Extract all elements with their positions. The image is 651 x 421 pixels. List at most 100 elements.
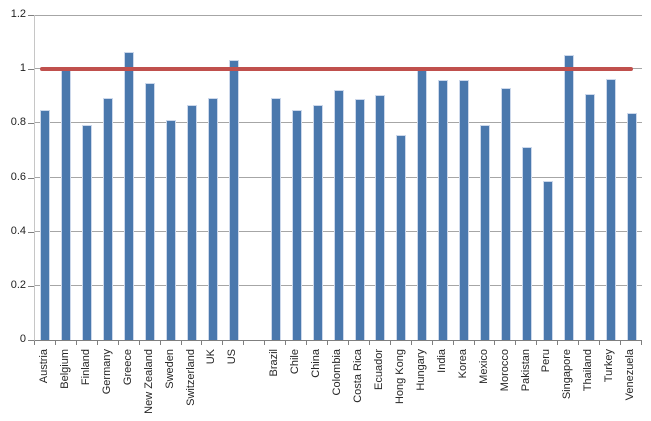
x-tick-label: US [226,349,239,365]
bar-uk [207,97,218,340]
x-tick-mark [473,341,475,345]
x-tick-label: Switzerland [184,349,197,406]
x-tick-mark [285,341,287,345]
x-label-cell: Peru [537,349,558,421]
x-label-cell: Brazil [264,349,285,421]
x-label-cell: Ecuador [369,349,390,421]
bar-turkey [605,79,616,340]
x-tick-mark [75,341,77,345]
x-label-cell: Thailand [578,349,599,421]
bar-thailand [584,93,595,340]
bar-china [312,104,323,340]
x-tick-label: Thailand [582,349,595,392]
bar-slot-korea [454,15,475,340]
y-tick-label: 0.6 [10,170,26,183]
bar-brazil [270,97,281,340]
x-tick-mark [431,341,433,345]
x-label-cell: Belgium [55,349,76,421]
y-tick-label: 0.8 [10,116,26,129]
x-tick-label: Costa Rica [352,349,365,403]
x-tick-mark [515,341,517,345]
x-tick-label: India [435,349,448,373]
x-label-cell: India [432,349,453,421]
x-tick-mark [117,341,119,345]
x-tick-label: Peru [540,349,553,373]
x-tick-label: Hungary [414,349,427,391]
bar-korea [459,80,470,340]
x-tick-label: Greece [121,349,134,386]
x-tick-mark [599,341,601,345]
bar-mexico [480,125,491,340]
bar-slot-belgium [56,15,77,340]
bar-slot-india [433,15,454,340]
x-label-cell: Korea [453,349,474,421]
x-tick-mark [620,341,622,345]
x-tick-mark [410,341,412,345]
bar-slot-peru [538,15,559,340]
x-tick-label: Chile [289,349,302,375]
x-label-cell: Greece [118,349,139,421]
x-tick-mark [494,341,496,345]
x-label-cell: Switzerland [181,349,202,421]
x-tick-label: China [310,349,323,378]
x-label-cell: Sweden [160,349,181,421]
x-tick-mark [180,341,182,345]
x-tick-mark [54,341,56,345]
bar-pakistan [522,146,533,340]
bar-venezuela [626,112,637,340]
y-tick-label: 1 [19,62,26,75]
bar-slot-gap [244,15,265,340]
x-tick-mark [96,341,98,345]
y-tick-mark [28,340,34,341]
x-tick-mark [347,341,349,345]
y-tick-mark [28,285,34,287]
x-tick-label: Hong Kong [393,349,406,405]
bar-austria [40,110,51,340]
x-tick-mark [368,341,370,345]
bar-slot-pakistan [517,15,538,340]
x-tick-label: Brazil [268,349,281,377]
x-label-cell: Austria [34,349,55,421]
x-label-cell: Hungary [411,349,432,421]
bar-belgium [61,69,72,340]
bar-slot-switzerland [182,15,203,340]
x-tick-label: Austria [37,349,50,384]
x-label-cell: Costa Rica [348,349,369,421]
x-tick-label: New Zealand [142,349,155,414]
x-label-cell: Colombia [327,349,348,421]
bar-slot-ecuador [370,15,391,340]
bar-slot-us [223,15,244,340]
y-tick-label: 0.4 [10,224,26,237]
x-tick-label: Singapore [561,349,574,400]
bar-slot-morocco [496,15,517,340]
y-tick-mark [28,177,34,179]
bar-slot-costa-rica [349,15,370,340]
x-tick-mark [243,341,245,345]
bar-hong-kong [396,134,407,340]
y-tick-mark [28,231,34,233]
bar-slot-uk [203,15,224,340]
x-tick-label: Finland [79,349,92,386]
gridline-1.2 [35,15,642,16]
bar-slot-venezuela [621,15,642,340]
x-tick-label: Korea [456,349,469,379]
x-tick-label: Pakistan [519,349,532,392]
bar-hungary [417,69,428,340]
x-tick-mark [536,341,538,345]
bar-slot-greece [119,15,140,340]
bar-sweden [166,119,177,340]
x-label-cell: New Zealand [139,349,160,421]
y-tick-mark [28,15,34,16]
bar-costa-rica [354,99,365,340]
x-tick-label: Venezuela [624,349,637,401]
x-tick-mark [452,341,454,345]
bar-slot-singapore [558,15,579,340]
x-label-cell: Venezuela [620,349,641,421]
x-tick-mark [222,341,224,345]
x-tick-label: Mexico [477,349,490,384]
x-tick-mark [201,341,203,345]
x-tick-mark [306,341,308,345]
bar-slot-germany [98,15,119,340]
bar-slot-hong-kong [391,15,412,340]
